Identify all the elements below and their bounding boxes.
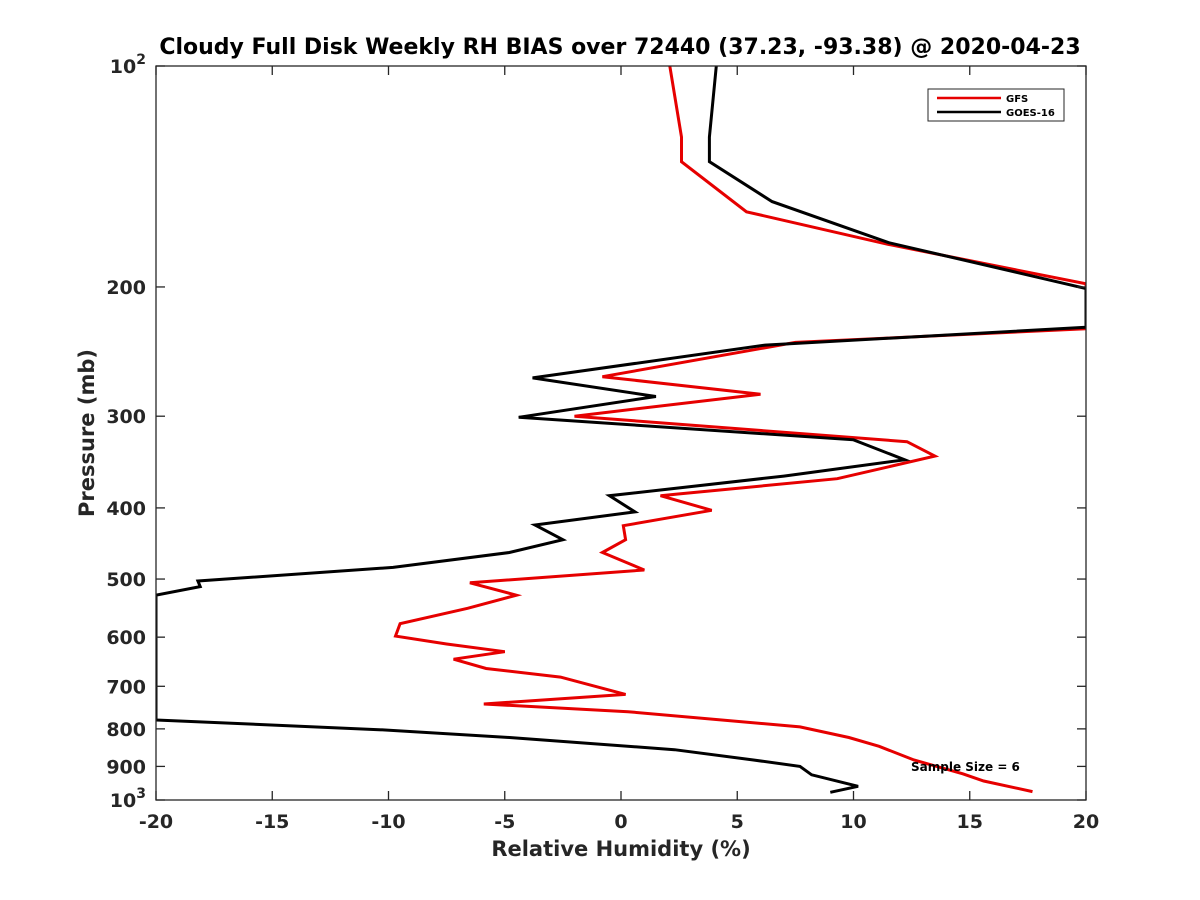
- y-tick-label: 800: [106, 719, 146, 741]
- legend-label-goes16: GOES-16: [1006, 108, 1055, 119]
- x-tick-label: 20: [1073, 811, 1099, 833]
- series-layer: [156, 66, 1086, 794]
- y-axis-label: Pressure (mb): [75, 349, 99, 517]
- y-tick-label: 200: [106, 277, 146, 299]
- y-tick-label: 102: [110, 52, 146, 78]
- sample-size-annotation: Sample Size = 6: [911, 760, 1020, 774]
- x-tick-label: 15: [957, 811, 983, 833]
- x-tick-label: -15: [255, 811, 289, 833]
- x-tick-label: -10: [371, 811, 405, 833]
- y-tick-label: 900: [106, 756, 146, 778]
- legend: GFS GOES-16: [927, 88, 1065, 122]
- y-axis-ticks: 102 200 300 400 500 600 700 800 900 103: [106, 52, 1086, 812]
- y-tick-label: 700: [106, 676, 146, 698]
- y-tick-label: 500: [106, 569, 146, 591]
- x-tick-label: -20: [139, 811, 173, 833]
- y-tick-label: 400: [106, 498, 146, 520]
- x-axis-ticks: -20 -15 -10 -5 0 5 10 15 20: [139, 66, 1099, 833]
- y-tick-label: 600: [106, 627, 146, 649]
- legend-label-gfs: GFS: [1006, 94, 1028, 105]
- x-tick-label: 10: [840, 811, 866, 833]
- x-tick-label: 0: [614, 811, 627, 833]
- y-tick-label: 103: [110, 786, 146, 812]
- plot-area: -20 -15 -10 -5 0 5 10 15 20 102 200 300 400 500 600 70…: [106, 52, 1099, 833]
- legend-box: [927, 88, 1065, 122]
- chart-title: Cloudy Full Disk Weekly RH BIAS over 724…: [159, 35, 1080, 60]
- y-tick-label: 300: [106, 406, 146, 428]
- series-line-goes-16: [156, 66, 1086, 794]
- x-axis-label: Relative Humidity (%): [491, 837, 750, 861]
- x-tick-label: -5: [494, 811, 515, 833]
- x-tick-label: 5: [731, 811, 744, 833]
